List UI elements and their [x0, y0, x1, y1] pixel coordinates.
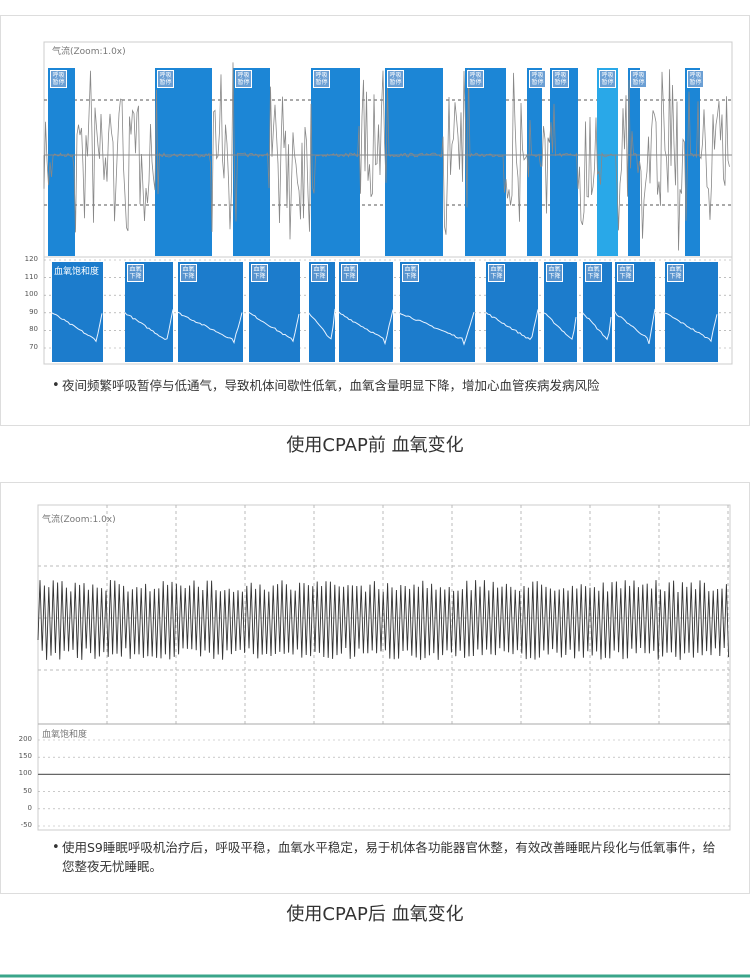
y-tick-label: 70 [29, 343, 38, 351]
airflow-trace [37, 579, 730, 660]
desat-label: 血氧下降 [341, 264, 358, 282]
apnea-block [465, 68, 506, 256]
note-bullet: • [52, 378, 60, 393]
chart-bg [37, 504, 731, 831]
caption: 使用CPAP后 血氧变化 [286, 904, 464, 925]
caption: 使用CPAP前 血氧变化 [286, 435, 464, 456]
spo2-trace [248, 311, 300, 343]
spo2-trace [124, 309, 174, 341]
apnea-block [385, 68, 443, 256]
apnea-label: 呼吸暂停 [630, 70, 647, 88]
y-tick-label: 80 [29, 325, 38, 334]
apnea-block [233, 68, 270, 256]
apnea-block [628, 68, 640, 256]
y-tick-label: -50 [20, 821, 32, 829]
y-tick-label: 0 [27, 803, 32, 812]
apnea-label: 呼吸暂停 [552, 70, 569, 88]
y-tick-label: 50 [23, 786, 32, 795]
apnea-block [550, 68, 578, 256]
airflow-label: 气流(Zoom:1.0x) [42, 515, 116, 525]
apnea-block [48, 68, 75, 256]
apnea-label: 呼吸暂停 [387, 70, 404, 88]
spo2-trace [399, 311, 475, 346]
apnea-label: 呼吸暂停 [313, 70, 330, 88]
apnea-block [155, 68, 212, 256]
desat-label: 血氧下降 [667, 264, 684, 282]
y-tick-label: 90 [29, 307, 38, 316]
note: 使用S9睡眠呼吸机治疗后，呼吸平稳，血氧水平稳定，易于机体各功能器官休整，有效改… [62, 840, 716, 874]
apnea-block [527, 68, 542, 256]
desat-label: 血氧下降 [488, 264, 505, 282]
desat-block [52, 262, 103, 362]
desat-label: 血氧下降 [311, 264, 328, 282]
spo2-label: 血氧饱和度 [54, 267, 100, 277]
spo2-label: 血氧饱和度 [42, 730, 88, 740]
y-tick-label: 100 [18, 769, 32, 778]
y-tick-label: 120 [24, 255, 38, 263]
spo2-trace [338, 309, 394, 346]
apnea-label: 呼吸暂停 [50, 70, 67, 88]
desat-label: 血氧下降 [585, 264, 602, 282]
y-tick-label: 200 [18, 735, 32, 743]
apnea-label: 呼吸暂停 [467, 70, 484, 88]
desat-label: 血氧下降 [251, 264, 268, 282]
apnea-block [597, 68, 618, 256]
spo2-trace [664, 312, 718, 343]
y-tick-label: 100 [24, 290, 38, 299]
desat-label: 血氧下降 [617, 264, 634, 282]
spo2-trace [308, 308, 336, 340]
note-bullet: • [52, 840, 60, 855]
apnea-label: 呼吸暂停 [157, 70, 174, 88]
spo2-trace [614, 308, 656, 345]
spo2-trace [485, 309, 539, 341]
desat-label: 血氧下降 [180, 264, 197, 282]
spo2-trace [582, 312, 612, 341]
apnea-label: 呼吸暂停 [599, 70, 616, 88]
y-tick-label: 150 [18, 752, 32, 761]
apnea-block [311, 68, 360, 256]
spo2-trace [51, 312, 103, 343]
apnea-label: 呼吸暂停 [529, 70, 546, 88]
spo2-trace [543, 312, 577, 340]
apnea-label: 呼吸暂停 [235, 70, 252, 88]
note: 夜间频繁呼吸暂停与低通气，导致机体间歇性低氧，血氧含量明显下降，增加心血管疾病发… [62, 378, 600, 393]
y-tick-label: 110 [24, 272, 38, 281]
desat-label: 血氧下降 [127, 264, 144, 282]
apnea-label: 呼吸暂停 [687, 70, 704, 88]
airflow-label: 气流(Zoom:1.0x) [52, 47, 126, 57]
desat-label: 血氧下降 [546, 264, 563, 282]
desat-label: 血氧下降 [402, 264, 419, 282]
spo2-trace [177, 311, 243, 345]
